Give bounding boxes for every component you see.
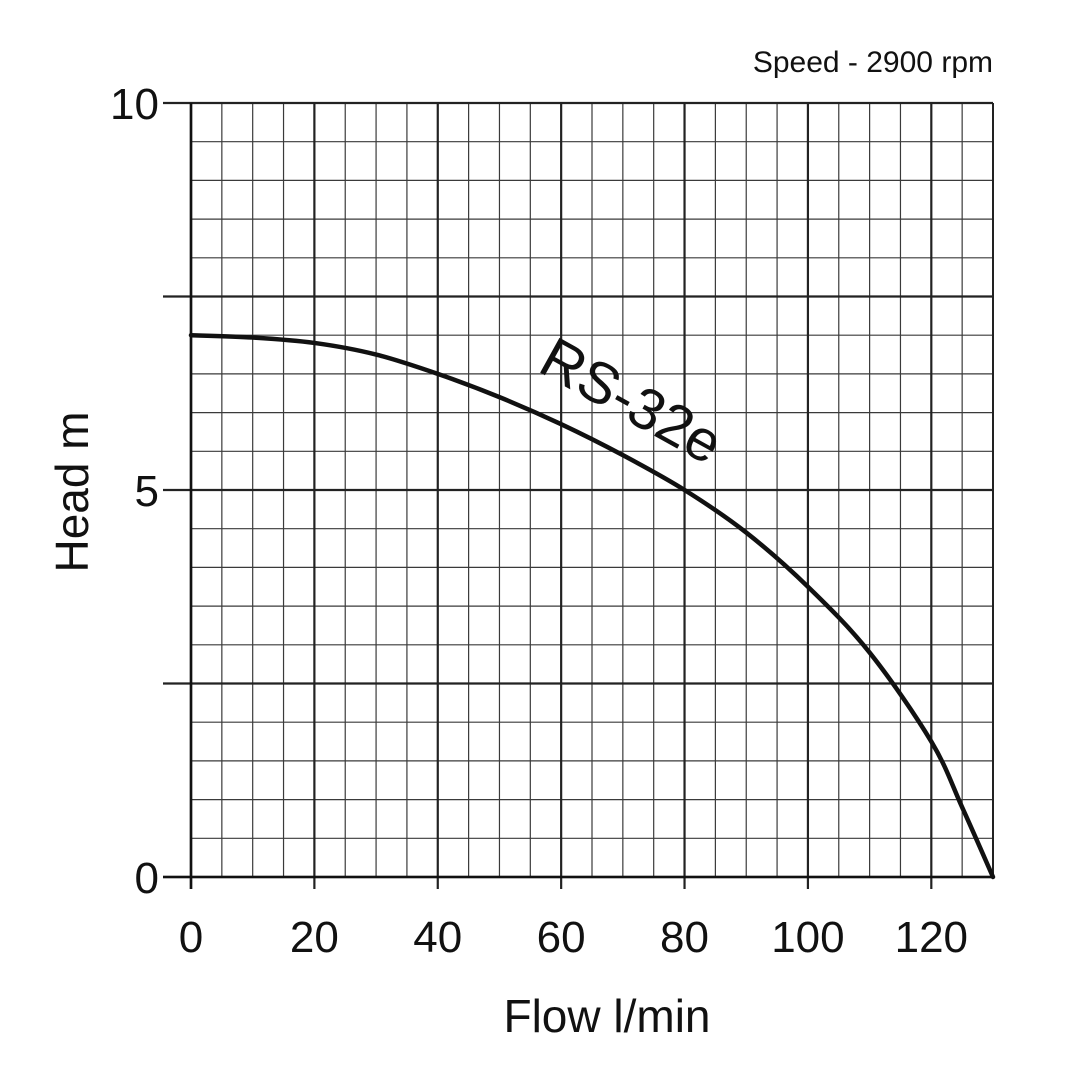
- x-tick-label: 60: [537, 913, 586, 962]
- major-gridlines: [163, 101, 994, 889]
- x-axis-title: Flow l/min: [503, 990, 710, 1042]
- y-axis-title: Head m: [46, 411, 98, 572]
- axes: [163, 103, 993, 889]
- x-tick-label: 0: [179, 913, 203, 962]
- x-tick-label: 120: [895, 913, 968, 962]
- y-tick-label: 5: [135, 467, 159, 516]
- tick-labels: 0 20 40 60 80 100 120 0 5 10: [110, 80, 968, 962]
- series-line-rs-32e: [188, 332, 996, 880]
- x-tick-label: 40: [413, 913, 462, 962]
- x-tick-label: 100: [771, 913, 844, 962]
- series-layer: [188, 332, 996, 880]
- x-tick-label: 20: [290, 913, 339, 962]
- y-tick-label: 10: [110, 80, 159, 129]
- y-tick-label: 0: [135, 854, 159, 903]
- x-tick-label: 80: [660, 913, 709, 962]
- speed-annotation: Speed - 2900 rpm: [753, 46, 993, 79]
